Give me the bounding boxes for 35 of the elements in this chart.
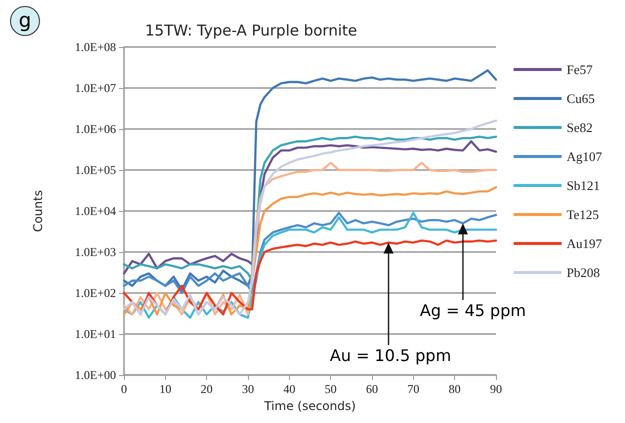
x-tick-label: 10	[159, 382, 172, 396]
x-tick-label: 60	[366, 382, 378, 396]
y-tick-label: 1.0E+06	[74, 122, 116, 136]
x-tick-label: 70	[407, 382, 420, 396]
legend-label: Te125	[566, 207, 599, 222]
legend-label: Au197	[566, 236, 602, 251]
y-tick-label: 1.0E+05	[74, 163, 116, 177]
x-tick-label: 0	[121, 382, 127, 396]
legend-label: Pb208	[566, 265, 600, 280]
y-tick-label: 1.0E+07	[74, 81, 116, 95]
y-tick-label: 1.0E+08	[74, 40, 116, 54]
x-tick-label: 40	[283, 382, 296, 396]
x-tick-label: 90	[490, 382, 502, 396]
y-tick-label: 1.0E+01	[74, 327, 116, 341]
y-axis-title: Counts	[31, 190, 45, 232]
y-tick-label: 1.0E+03	[74, 245, 116, 259]
legend-label: Se82	[566, 120, 593, 135]
legend-label: Cu65	[566, 91, 595, 106]
y-tick-label: 1.0E+02	[74, 286, 116, 300]
x-tick-label: 20	[200, 382, 213, 396]
y-tick-label: 1.0E+00	[74, 368, 116, 382]
y-tick-label: 1.0E+04	[74, 204, 116, 218]
x-axis-title: Time (seconds)	[263, 398, 356, 413]
x-tick-label: 30	[242, 382, 254, 396]
legend-label: Sb121	[566, 178, 600, 193]
legend-label: Fe57	[566, 62, 594, 77]
x-tick-label: 50	[324, 382, 337, 396]
legend-label: Ag107	[566, 149, 602, 164]
x-tick-label: 80	[448, 382, 461, 396]
line-series	[122, 212, 498, 294]
chart-title: 15TW: Type-A Purple bornite	[145, 22, 358, 40]
annotation: Au = 10.5 ppm	[330, 346, 452, 365]
annotation: Ag = 45 ppm	[420, 301, 526, 320]
line-series	[122, 69, 498, 291]
text: g	[10, 6, 40, 36]
